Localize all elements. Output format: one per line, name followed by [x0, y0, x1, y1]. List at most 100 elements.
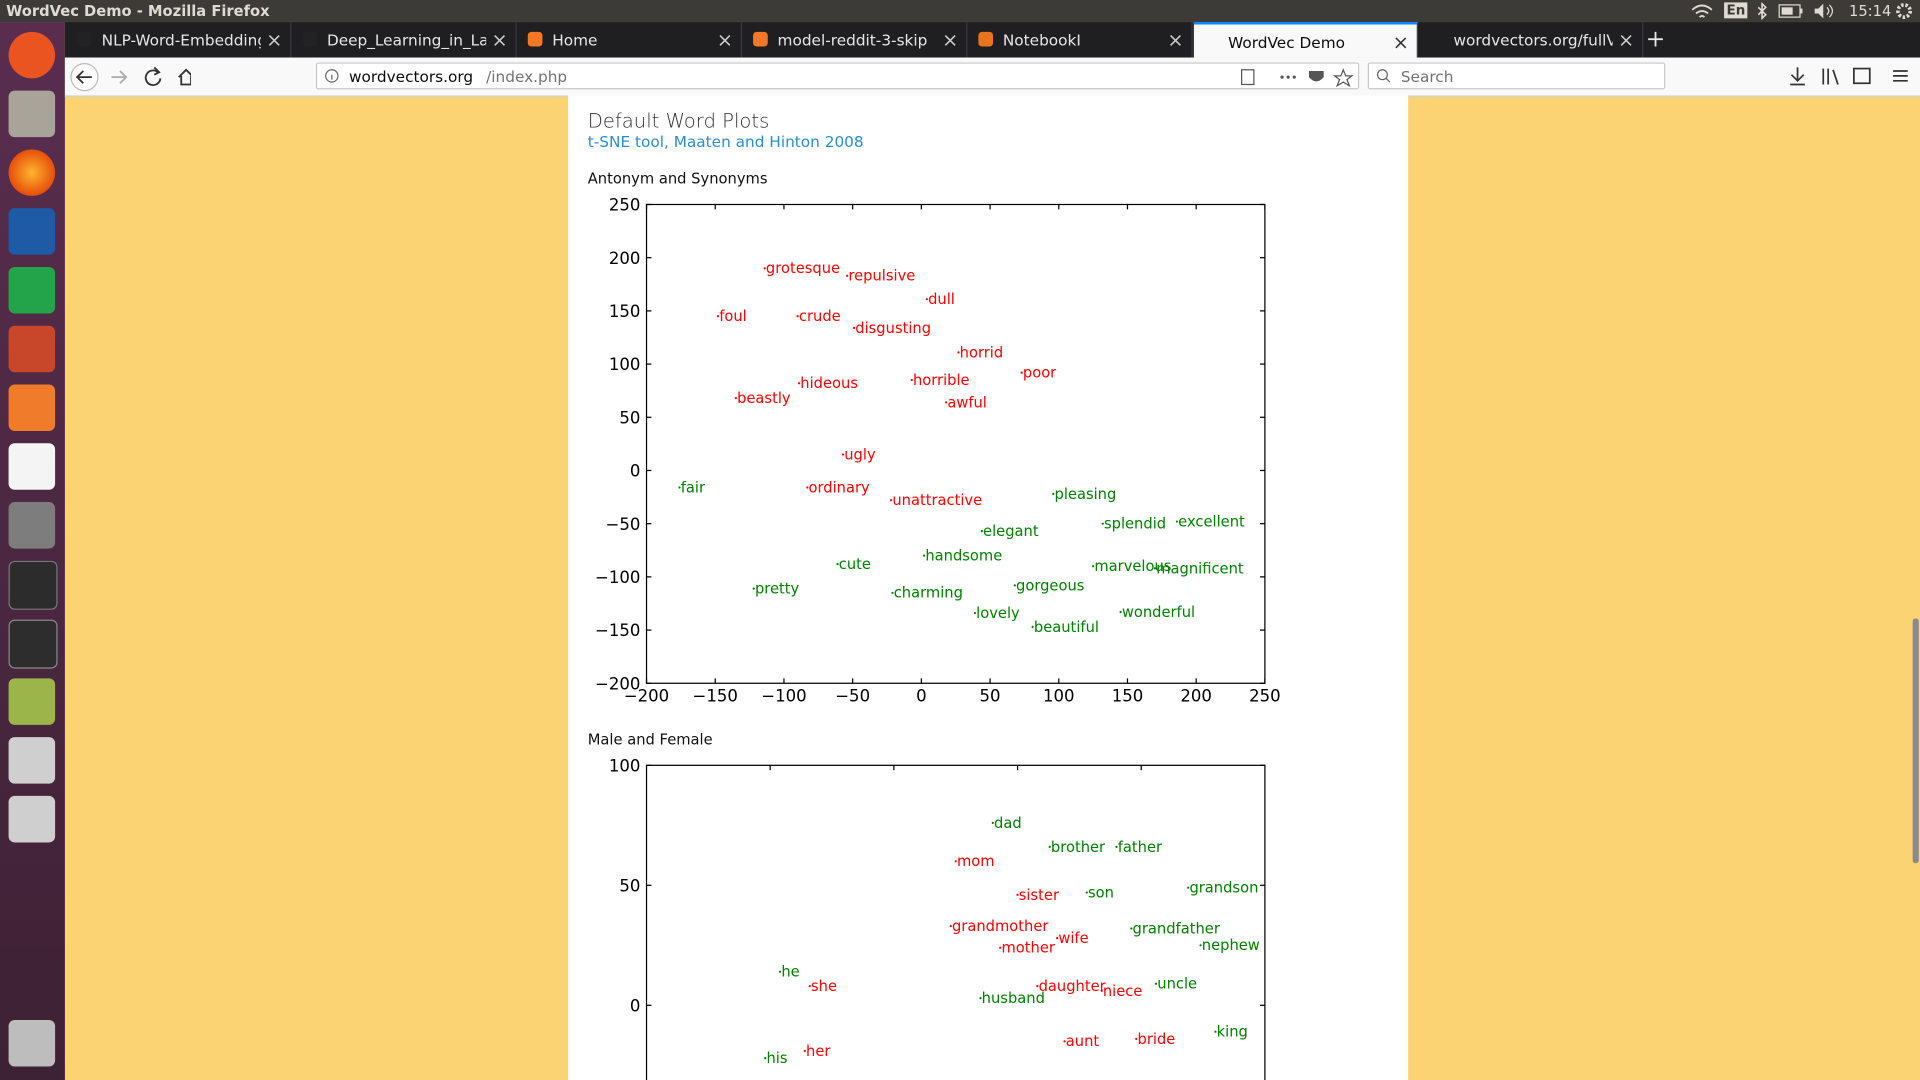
word-point: [1052, 492, 1055, 495]
word-label: wonderful: [1122, 604, 1195, 621]
word-label: grandson: [1189, 880, 1258, 897]
system-settings-icon[interactable]: [8, 502, 56, 549]
x-tick-label: −50: [835, 687, 870, 706]
app-icon[interactable]: [8, 560, 58, 610]
word-label: fair: [681, 479, 706, 496]
word-point: [846, 274, 849, 277]
ubuntu-icon[interactable]: [8, 31, 56, 79]
downloads-icon[interactable]: [1790, 67, 1805, 86]
calc-icon[interactable]: [8, 266, 56, 314]
tab-close[interactable]: [1620, 34, 1632, 46]
word-point: [841, 453, 845, 456]
tab[interactable]: Deep_Learning_in_Lang: [293, 22, 517, 58]
library-icon[interactable]: [1822, 68, 1839, 85]
drive-icon[interactable]: [8, 795, 56, 843]
volume-icon[interactable]: [1813, 2, 1835, 19]
image-viewer-icon[interactable]: [8, 678, 56, 725]
forward-button[interactable]: [111, 70, 128, 84]
tab[interactable]: NLP-Word-Embeddings: [67, 22, 292, 58]
menu-icon[interactable]: [1893, 70, 1908, 82]
tab-close[interactable]: [493, 34, 506, 46]
wifi-icon[interactable]: [1690, 2, 1714, 19]
reference-link[interactable]: t-SNE tool, Maaten and Hinton 2008: [587, 132, 864, 151]
reader-icon[interactable]: [1241, 69, 1255, 86]
word-label: pleasing: [1055, 486, 1117, 503]
word-label: splendid: [1104, 516, 1166, 533]
word-label: he: [781, 964, 799, 981]
word-point: [1063, 1040, 1066, 1043]
word-label: niece: [1103, 983, 1143, 1000]
tab-favicon: [302, 31, 318, 47]
word-point: [890, 499, 893, 502]
tab-close[interactable]: [719, 34, 731, 46]
tab-close[interactable]: [268, 34, 280, 46]
window-title: WordVec Demo - Mozilla Firefox: [6, 2, 270, 20]
info-icon[interactable]: [324, 69, 339, 84]
x-tick-label: 0: [916, 687, 927, 706]
bluetooth-icon[interactable]: [1756, 2, 1768, 20]
tab-favicon: [978, 31, 994, 47]
writer-icon[interactable]: [8, 208, 56, 255]
amazon-icon[interactable]: [8, 443, 56, 490]
word-point: [1056, 937, 1059, 940]
tab-close[interactable]: [1395, 37, 1407, 49]
tab-title: Home: [552, 30, 598, 49]
trash-icon[interactable]: [8, 1020, 56, 1067]
word-label: handsome: [925, 547, 1002, 564]
software-icon[interactable]: [8, 384, 56, 432]
word-label: daughter: [1039, 978, 1107, 995]
word-label: pretty: [755, 580, 800, 597]
word-label: she: [811, 978, 837, 995]
word-label: lovely: [976, 605, 1020, 622]
sidebar-icon[interactable]: [1853, 67, 1871, 85]
tab-close[interactable]: [944, 34, 956, 46]
tab-close[interactable]: [1169, 34, 1181, 46]
scatter-chart: −200 −150 −100 −50 0 50 100 150 200 250 −200 −150 −1…: [595, 196, 1281, 706]
keyboard-indicator[interactable]: En: [1724, 2, 1748, 19]
close-icon: [1620, 34, 1632, 46]
battery-icon[interactable]: [1778, 4, 1805, 19]
tab-title: NotebookI: [1002, 30, 1081, 49]
word-point: [796, 315, 799, 318]
files-icon[interactable]: [8, 90, 56, 138]
url-field[interactable]: wordvectors.org/index.php: [315, 62, 1360, 90]
tab-favicon: [527, 31, 543, 47]
tab-title: NLP-Word-Embeddings: [101, 30, 261, 49]
home-button[interactable]: [178, 68, 192, 86]
firefox-icon[interactable]: [8, 149, 56, 196]
bookmark-star[interactable]: [1332, 68, 1354, 87]
word-point: [752, 587, 755, 590]
back-button[interactable]: [70, 63, 99, 92]
word-label: husband: [982, 990, 1045, 1007]
tab-favicon: [77, 31, 92, 47]
word-point: [1048, 845, 1051, 849]
word-label: poor: [1023, 364, 1057, 381]
tab[interactable]: Home: [518, 22, 743, 58]
more-icon[interactable]: [1280, 75, 1296, 79]
y-tick-label: −150: [595, 621, 640, 640]
terminal-icon[interactable]: [8, 619, 58, 669]
word-point: [923, 554, 926, 557]
word-point: [852, 326, 856, 330]
y-tick-label: −50: [606, 515, 641, 534]
impress-icon[interactable]: [8, 325, 56, 373]
tab[interactable]: WordVec Demo: [1193, 22, 1418, 58]
tab[interactable]: NotebookI: [969, 22, 1193, 58]
word-label: beautiful: [1034, 619, 1099, 636]
word-label: cute: [839, 556, 871, 573]
tab[interactable]: wordvectors.org/fullVocab: [1419, 22, 1644, 58]
search-field[interactable]: Search: [1367, 62, 1666, 90]
scrollbar[interactable]: [1912, 618, 1919, 864]
tab-title: Deep_Learning_in_Lang: [326, 30, 486, 49]
y-tick-label: 50: [619, 408, 640, 427]
settings-icon[interactable]: [1896, 2, 1913, 19]
reload-button[interactable]: [144, 66, 162, 86]
word-point: [991, 821, 994, 825]
word-label: grandmother: [952, 918, 1049, 935]
pocket-icon[interactable]: [1308, 71, 1324, 82]
new-tab-button[interactable]: [1647, 31, 1664, 48]
tab[interactable]: model-reddit-3-skip: [743, 22, 968, 58]
drive-icon[interactable]: [8, 737, 56, 784]
clock[interactable]: 15:14: [1848, 2, 1892, 20]
